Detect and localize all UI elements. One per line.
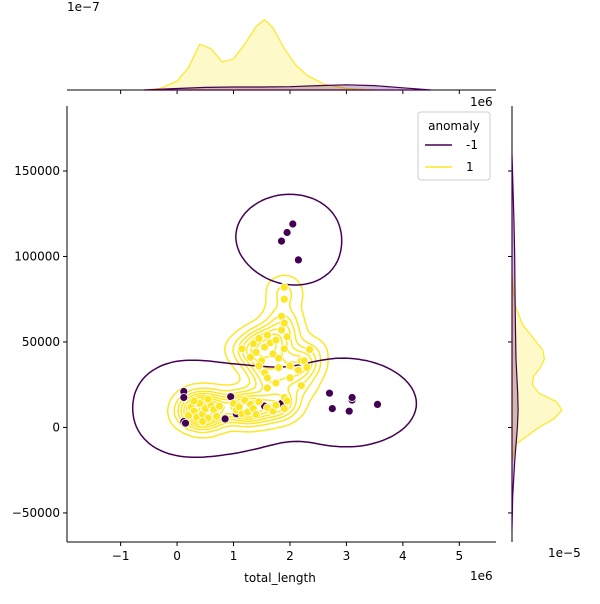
kde-contours	[131, 193, 418, 459]
point-anomaly-1-63	[285, 373, 295, 383]
kde-contours-anomaly-neg1-level-0	[131, 193, 418, 459]
legend-box	[417, 111, 491, 181]
point-anomaly-1-10	[212, 411, 222, 421]
point-anomaly-neg1-15	[347, 393, 357, 402]
point-anomaly-1-60	[237, 344, 247, 354]
point-anomaly-neg1-9	[277, 236, 286, 246]
x-offset-label: 1e6	[470, 569, 493, 583]
y-tick-label-2: 50000	[22, 335, 60, 349]
x-tick-label-3: 2	[286, 549, 294, 563]
legend-label-neg1: -1	[466, 138, 478, 152]
point-anomaly-1-48	[274, 363, 284, 373]
right-marginal-kde-neg1	[511, 153, 519, 531]
y-tick-label-3: 100000	[14, 249, 60, 263]
point-anomaly-neg1-10	[293, 255, 303, 265]
point-anomaly-1-39	[271, 335, 281, 345]
y-tick-label-0: −50000	[12, 506, 60, 520]
x-tick-label-1: 0	[173, 549, 181, 563]
right-marginal-offset-label: 1e−5	[548, 546, 581, 560]
point-anomaly-1-33	[254, 334, 264, 343]
y-tick-label-4: 150000	[14, 164, 60, 178]
kde-contours-anomaly-neg1	[131, 193, 418, 459]
point-anomaly-1-44	[285, 361, 295, 371]
point-anomaly-neg1-11	[325, 388, 334, 398]
x-tick-label-5: 4	[399, 549, 407, 563]
top-marginal-kde-neg1	[143, 84, 432, 91]
right-marginal-density	[508, 106, 563, 542]
right-marginal-x-offset-label: 1e6	[470, 95, 493, 109]
top-marginal-kde-1	[143, 18, 375, 91]
point-anomaly-1-29	[279, 404, 289, 414]
y-tick-label-1: 0	[52, 420, 60, 434]
point-anomaly-1-13	[203, 394, 213, 404]
point-anomaly-1-54	[305, 345, 315, 355]
point-anomaly-1-55	[293, 365, 303, 375]
point-anomaly-neg1-16	[373, 399, 382, 409]
point-anomaly-1-40	[274, 353, 284, 363]
right-marginal-kde-1	[511, 273, 563, 462]
point-anomaly-1-42	[279, 344, 289, 354]
x-tick-label-4: 3	[343, 549, 351, 563]
x-tick-label-2: 1	[230, 549, 238, 563]
point-anomaly-1-58	[279, 294, 289, 304]
point-anomaly-1-24	[254, 397, 264, 407]
point-anomaly-1-61	[246, 352, 255, 362]
point-anomaly-neg1-7	[282, 228, 292, 237]
top-marginal-offset-label: 1e−7	[67, 0, 100, 14]
main-axes: −1 0 1 2 3 4 5 −50000 0 50000 100000 150000	[12, 106, 496, 563]
point-anomaly-1-31	[248, 339, 258, 349]
scatter-points	[179, 219, 382, 428]
point-anomaly-1-32	[251, 347, 261, 357]
point-anomaly-neg1-12	[327, 404, 337, 414]
kde-contours-anomaly-1-level-0	[166, 274, 329, 439]
point-anomaly-neg1-13	[344, 406, 354, 416]
x-tick-label-6: 5	[455, 549, 463, 563]
point-anomaly-neg1-1	[179, 393, 189, 402]
legend-title: anomaly	[428, 119, 480, 133]
point-anomaly-neg1-4	[220, 414, 230, 424]
legend: anomaly -1 1	[417, 111, 491, 181]
point-anomaly-neg1-3	[181, 418, 190, 428]
point-anomaly-1-12	[189, 396, 199, 406]
point-anomaly-1-14	[198, 417, 207, 426]
x-axis-label: total_length	[244, 571, 316, 585]
point-anomaly-1-59	[279, 282, 289, 292]
point-anomaly-1-36	[262, 330, 272, 340]
point-anomaly-1-57	[302, 363, 312, 373]
point-anomaly-1-51	[279, 318, 289, 328]
point-anomaly-1-56	[296, 381, 306, 391]
point-anomaly-1-11	[214, 401, 224, 411]
point-anomaly-1-30	[282, 396, 292, 406]
top-marginal-density	[67, 18, 496, 94]
legend-label-1: 1	[466, 160, 474, 174]
point-anomaly-1-49	[262, 383, 272, 393]
point-anomaly-1-62	[254, 361, 264, 371]
point-anomaly-1-23	[251, 410, 261, 420]
x-tick-label-0: −1	[112, 549, 130, 563]
point-anomaly-1-9	[183, 411, 193, 420]
point-anomaly-1-46	[262, 373, 272, 383]
point-anomaly-1-27	[271, 400, 281, 410]
point-anomaly-neg1-8	[288, 219, 298, 229]
point-anomaly-1-47	[271, 378, 281, 388]
point-anomaly-1-43	[282, 332, 292, 342]
